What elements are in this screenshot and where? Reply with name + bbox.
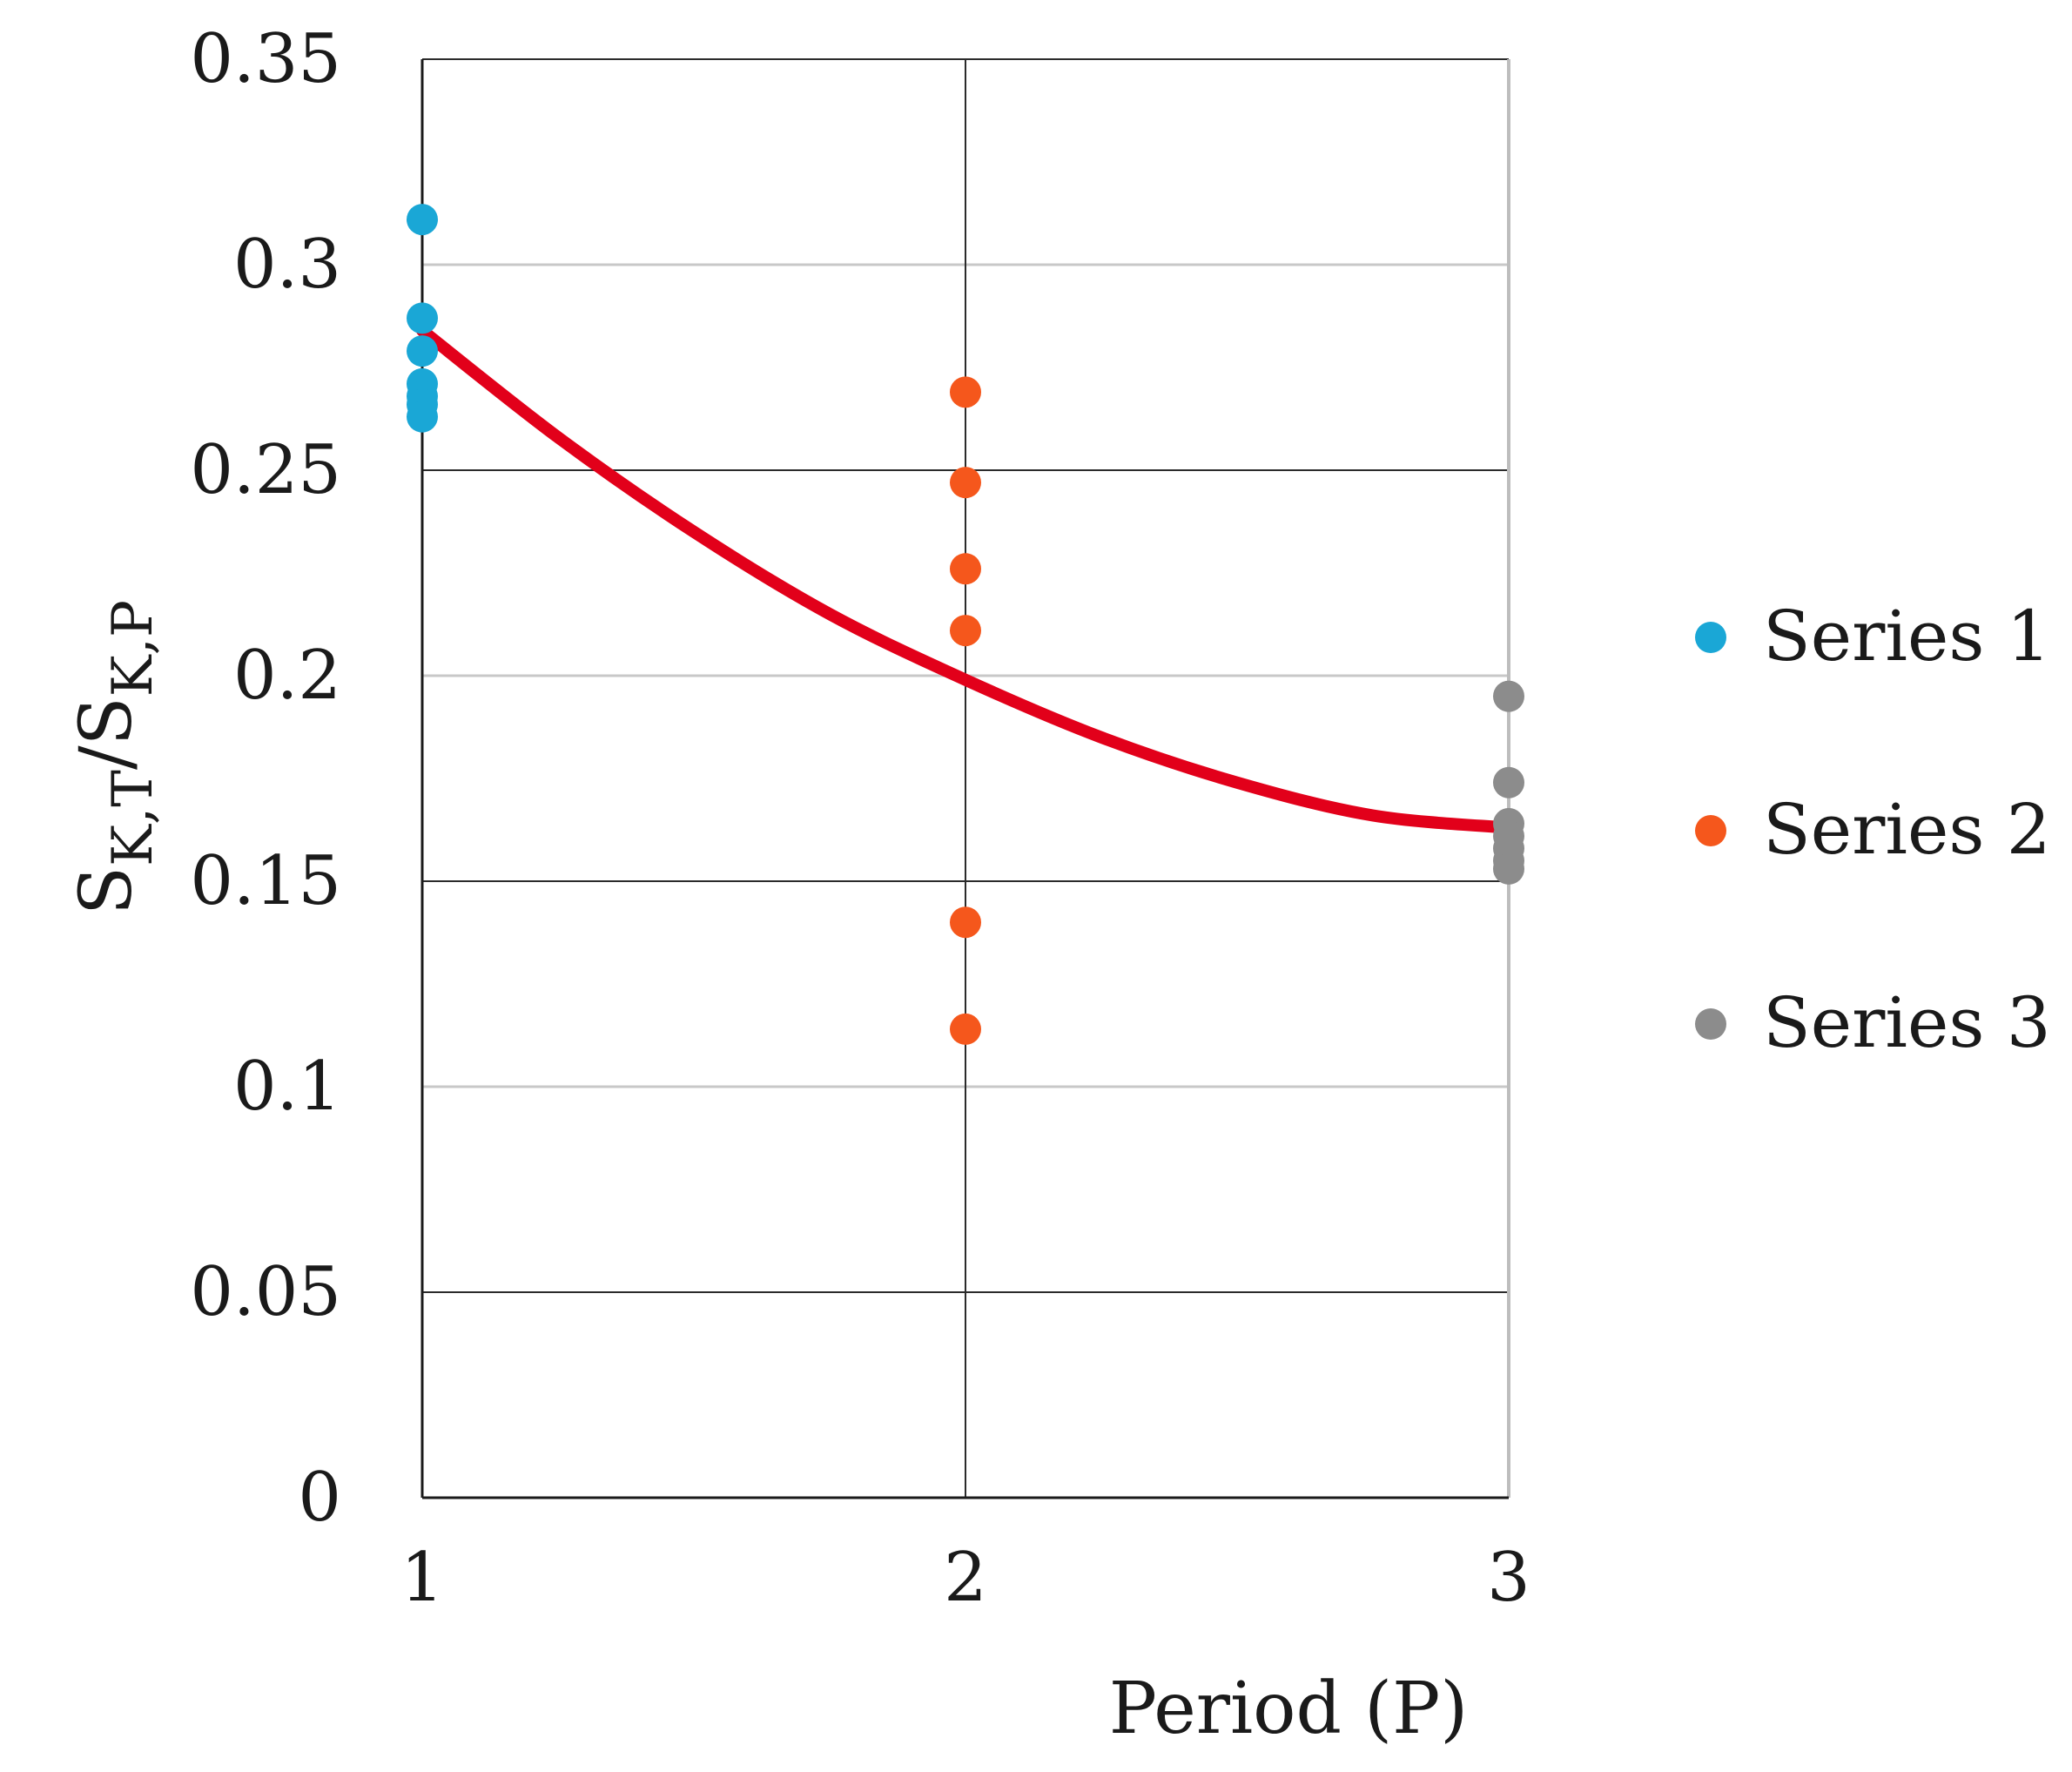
series-2-point [950,615,981,647]
series-2-point [950,553,981,585]
y-axis-title: SK,T/SK,P [65,600,165,915]
grid [420,58,1510,1499]
series-1-point [407,335,438,367]
y-tick-label: 0.2 [233,637,341,715]
y-axis-title-s1: S [65,866,148,915]
legend-label-series-2: Series 2 [1763,789,2051,870]
y-tick-label: 0.1 [233,1048,341,1126]
x-axis-title: Period (P) [1109,1668,1469,1750]
series-2-point [950,467,981,499]
y-tick-label: 0.05 [190,1253,341,1331]
series-1-point [407,302,438,334]
legend-label-series-1: Series 1 [1763,596,2051,677]
series-3-point [1493,680,1524,712]
series-2-point [950,1013,981,1045]
legend: Series 1 Series 2 Series 3 [1695,596,2051,1063]
x-tick-label: 1 [400,1539,444,1617]
y-axis-ticks: 0 0.05 0.1 0.15 0.2 0.25 0.3 0.35 [190,20,341,1537]
y-axis-title-s2: S [65,697,148,745]
series-3-point [1493,852,1524,885]
y-axis-title-den-sub: K,P [101,600,165,697]
series-1-point [407,401,438,433]
x-tick-label: 2 [944,1539,987,1617]
legend-marker-series-1 [1695,622,1726,653]
series-2-point [950,376,981,408]
trendline-layer [416,324,1515,834]
y-axis-title-num-sub: K,T [101,770,165,866]
legend-marker-series-3 [1695,1008,1726,1040]
y-tick-label: 0.25 [190,431,341,509]
series-1-point [407,204,438,236]
svg-text:SK,T/SK,P: SK,T/SK,P [65,600,165,915]
y-tick-label: 0 [298,1459,341,1537]
y-axis-title-slash: / [65,745,148,770]
x-tick-label: 3 [1487,1539,1530,1617]
series-2-point [950,906,981,939]
y-tick-label: 0.35 [190,20,341,98]
x-axis-ticks: 1 2 3 [400,1539,1530,1617]
trendline [416,324,1515,834]
series-3-point [1493,766,1524,798]
y-tick-label: 0.15 [190,842,341,920]
legend-label-series-3: Series 3 [1763,982,2051,1063]
data-points [407,204,1524,1045]
y-tick-label: 0.3 [233,226,341,304]
legend-marker-series-2 [1695,815,1726,846]
